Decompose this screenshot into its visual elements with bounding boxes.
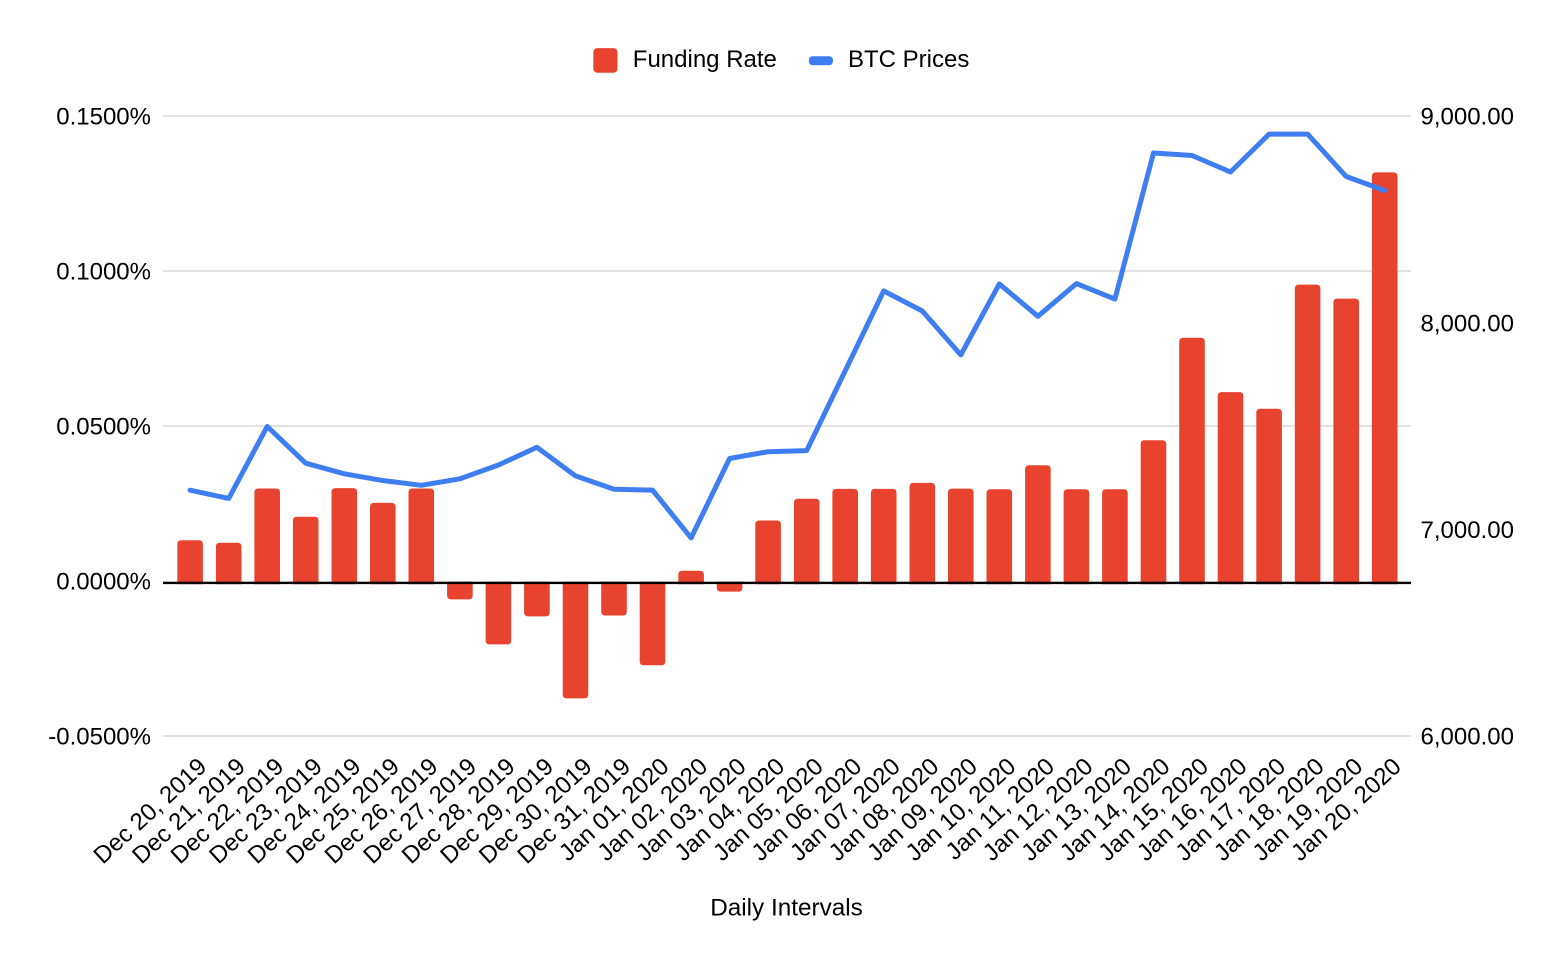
svg-text:0.1000%: 0.1000%	[56, 259, 151, 286]
svg-text:0.1500%: 0.1500%	[56, 104, 151, 131]
svg-text:8,000.00: 8,000.00	[1421, 310, 1514, 337]
svg-text:Daily Intervals: Daily Intervals	[710, 895, 863, 922]
svg-text:9,000.00: 9,000.00	[1421, 104, 1514, 131]
svg-text:6,000.00: 6,000.00	[1421, 724, 1514, 751]
svg-text:0.0500%: 0.0500%	[56, 414, 151, 441]
svg-text:Funding Rate: Funding Rate	[633, 46, 777, 73]
svg-text:0.0000%: 0.0000%	[56, 569, 151, 596]
svg-text:-0.0500%: -0.0500%	[48, 724, 151, 751]
svg-text:BTC Prices: BTC Prices	[848, 46, 969, 73]
svg-text:7,000.00: 7,000.00	[1421, 517, 1514, 544]
